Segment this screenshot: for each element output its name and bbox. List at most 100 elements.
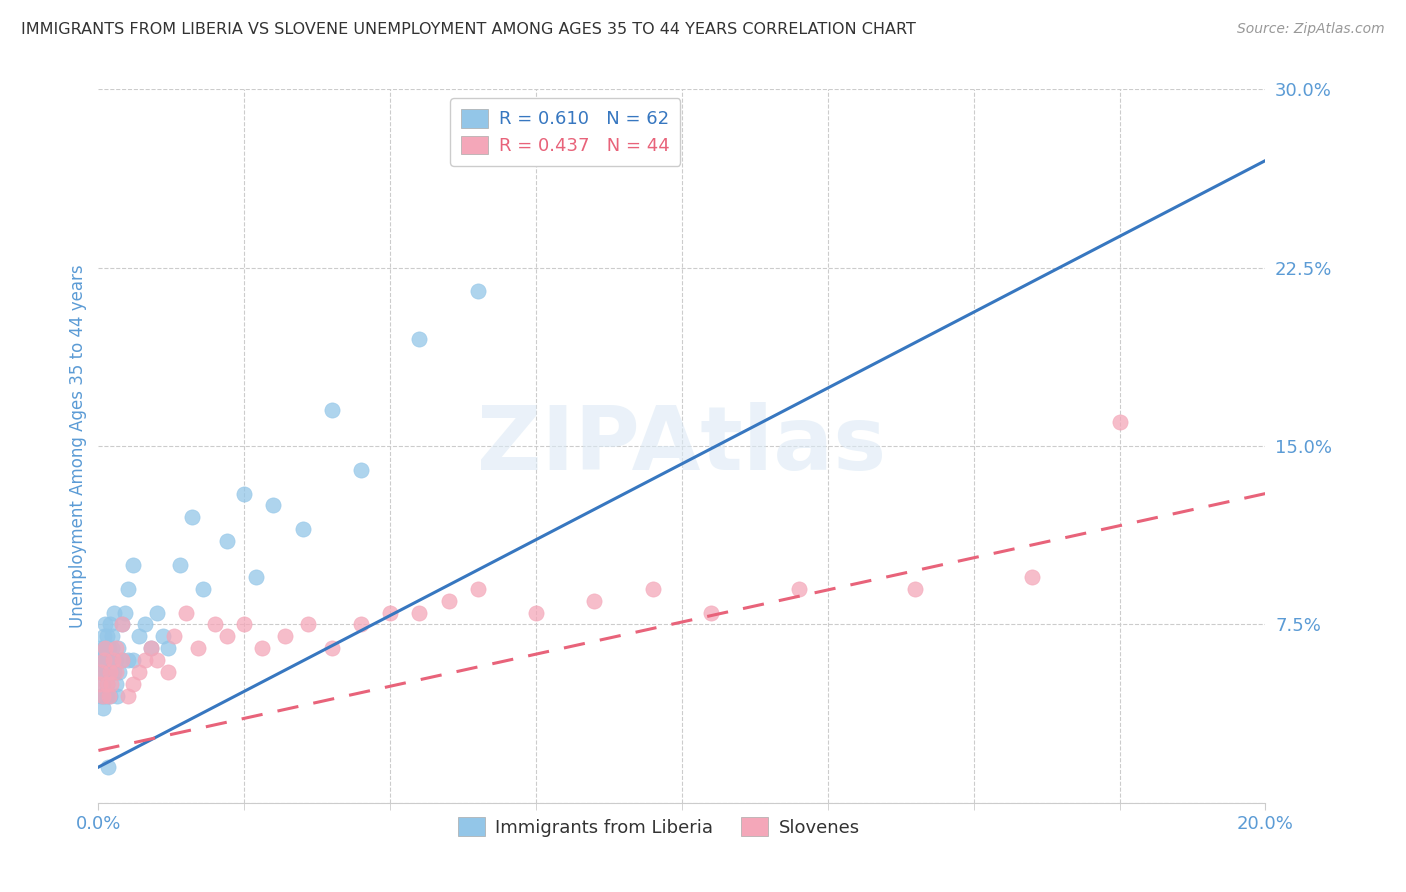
Point	[274, 629, 297, 643]
Point	[787, 582, 810, 596]
Y-axis label: Unemployment Among Ages 35 to 44 years: Unemployment Among Ages 35 to 44 years	[69, 264, 87, 628]
Point	[1108, 415, 1130, 429]
Point	[467, 582, 489, 596]
Point	[111, 617, 134, 632]
Point	[128, 629, 150, 643]
Point	[117, 689, 139, 703]
Point	[108, 665, 131, 679]
Point	[350, 463, 373, 477]
Point	[215, 534, 238, 549]
Text: Source: ZipAtlas.com: Source: ZipAtlas.com	[1237, 22, 1385, 37]
Point	[96, 677, 118, 691]
Point	[297, 617, 319, 632]
Point	[233, 617, 256, 632]
Point	[139, 641, 162, 656]
Text: ZIPAtlas: ZIPAtlas	[477, 402, 887, 490]
Point	[105, 689, 128, 703]
Point	[321, 641, 343, 656]
Point	[380, 606, 402, 620]
Point	[94, 641, 117, 656]
Point	[98, 689, 121, 703]
Point	[97, 760, 120, 774]
Point	[169, 558, 191, 572]
Point	[134, 653, 156, 667]
Point	[89, 653, 111, 667]
Point	[96, 677, 118, 691]
Point	[111, 617, 134, 632]
Point	[321, 403, 343, 417]
Point	[96, 629, 118, 643]
Point	[152, 629, 174, 643]
Point	[904, 582, 927, 596]
Point	[408, 332, 430, 346]
Legend: Immigrants from Liberia, Slovenes: Immigrants from Liberia, Slovenes	[450, 810, 868, 844]
Point	[94, 641, 117, 656]
Point	[180, 510, 202, 524]
Point	[157, 665, 180, 679]
Point	[90, 665, 112, 679]
Point	[134, 617, 156, 632]
Point	[94, 617, 117, 632]
Point	[641, 582, 664, 596]
Point	[97, 689, 120, 703]
Point	[90, 665, 112, 679]
Point	[163, 629, 186, 643]
Point	[90, 689, 112, 703]
Point	[91, 689, 114, 703]
Point	[117, 582, 139, 596]
Point	[139, 641, 162, 656]
Point	[104, 653, 127, 667]
Point	[128, 665, 150, 679]
Point	[101, 653, 124, 667]
Point	[193, 582, 215, 596]
Point	[103, 606, 125, 620]
Point	[245, 570, 267, 584]
Point	[104, 677, 127, 691]
Point	[93, 629, 115, 643]
Point	[90, 641, 112, 656]
Point	[97, 641, 120, 656]
Point	[91, 700, 114, 714]
Point	[98, 617, 121, 632]
Point	[96, 689, 118, 703]
Point	[350, 617, 373, 632]
Point	[103, 665, 125, 679]
Point	[408, 606, 430, 620]
Point	[89, 665, 111, 679]
Point	[250, 641, 273, 656]
Point	[187, 641, 209, 656]
Point	[101, 641, 124, 656]
Point	[93, 657, 115, 672]
Point	[104, 665, 127, 679]
Point	[93, 641, 115, 656]
Point	[89, 677, 111, 691]
Point	[117, 653, 139, 667]
Point	[96, 653, 118, 667]
Point	[1021, 570, 1043, 584]
Point	[98, 653, 121, 667]
Point	[215, 629, 238, 643]
Point	[94, 665, 117, 679]
Point	[122, 558, 145, 572]
Point	[93, 689, 115, 703]
Point	[97, 665, 120, 679]
Point	[100, 677, 122, 691]
Point	[437, 593, 460, 607]
Point	[114, 606, 136, 620]
Point	[146, 653, 169, 667]
Point	[146, 606, 169, 620]
Point	[101, 629, 124, 643]
Point	[100, 665, 122, 679]
Point	[111, 653, 134, 667]
Point	[122, 677, 145, 691]
Point	[93, 653, 115, 667]
Point	[98, 665, 121, 679]
Point	[157, 641, 180, 656]
Point	[174, 606, 197, 620]
Point	[291, 522, 314, 536]
Point	[91, 653, 114, 667]
Point	[94, 653, 117, 667]
Point	[467, 285, 489, 299]
Point	[233, 486, 256, 500]
Point	[91, 677, 114, 691]
